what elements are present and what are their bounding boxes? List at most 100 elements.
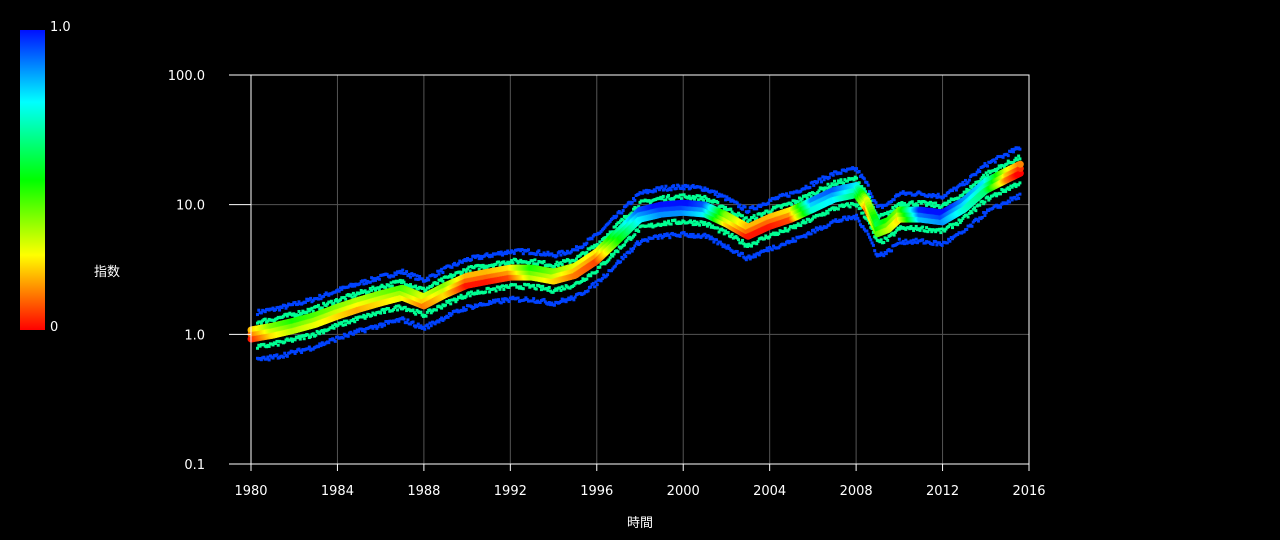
band-point-lower-inner: [283, 340, 287, 344]
band-point-upper-inner: [704, 196, 708, 200]
band-point-lower-outer: [868, 235, 872, 239]
band-point-lower-outer: [437, 320, 441, 324]
band-point-upper-inner: [582, 251, 586, 255]
band-point-lower-inner: [800, 221, 804, 225]
band-point-lower-outer: [593, 285, 597, 289]
band-point-lower-outer: [550, 301, 554, 305]
band-point-lower-outer: [983, 214, 987, 218]
band-point-upper-outer: [363, 278, 367, 282]
band-point-upper-inner: [490, 263, 494, 267]
band-point-lower-outer: [523, 298, 527, 302]
band-point-upper-outer: [283, 303, 287, 307]
band-point-upper-inner: [910, 200, 914, 204]
band-point-upper-inner: [961, 193, 965, 197]
band-point-upper-inner: [504, 262, 508, 266]
band-point-upper-inner: [560, 263, 564, 267]
band-point-upper-inner: [416, 287, 420, 291]
band-point-lower-outer: [488, 299, 492, 303]
band-point-lower-outer: [935, 243, 939, 247]
band-point-lower-outer: [292, 350, 296, 354]
band-point-lower-outer: [307, 345, 311, 349]
band-point-lower-outer: [738, 253, 742, 257]
band-point-upper-inner: [584, 253, 588, 257]
band-point-upper-outer: [961, 180, 965, 184]
band-point-upper-outer: [545, 252, 549, 256]
band-point-lower-inner: [611, 254, 615, 258]
band-point-lower-outer: [878, 253, 882, 257]
band-point-lower-inner: [514, 283, 518, 287]
band-point-lower-inner: [801, 219, 805, 223]
band-point-upper-outer: [590, 237, 594, 241]
band-point-upper-inner: [617, 221, 621, 225]
band-point-upper-outer: [340, 287, 344, 291]
band-point-upper-outer: [399, 271, 403, 275]
band-point-upper-outer: [276, 305, 280, 309]
band-point-lower-inner: [947, 225, 951, 229]
band-point-lower-outer: [1005, 201, 1009, 205]
band-point-lower-outer: [423, 327, 427, 331]
band-point-lower-outer: [834, 218, 838, 222]
band-point-upper-inner: [311, 309, 315, 313]
band-point-upper-inner: [453, 273, 457, 277]
band-point-lower-inner: [821, 211, 825, 215]
band-point-lower-inner: [290, 339, 294, 343]
band-point-lower-inner: [665, 221, 669, 225]
band-point-lower-inner: [918, 228, 922, 232]
band-point-upper-inner: [700, 195, 704, 199]
band-point-lower-inner: [616, 250, 620, 254]
band-point-lower-outer: [427, 326, 431, 330]
band-point-upper-outer: [584, 243, 588, 247]
band-point-lower-inner: [440, 306, 444, 310]
band-point-upper-inner: [585, 250, 589, 254]
band-point-upper-outer: [934, 194, 938, 198]
band-point-upper-inner: [482, 266, 486, 270]
band-point-upper-inner: [371, 285, 375, 289]
band-point-upper-inner: [367, 290, 371, 294]
band-point-upper-outer: [440, 267, 444, 271]
band-point-lower-outer: [638, 242, 642, 246]
band-point-lower-inner: [663, 220, 667, 224]
band-point-upper-outer: [986, 164, 990, 168]
band-point-upper-inner: [760, 214, 764, 218]
band-point-lower-inner: [882, 241, 886, 245]
band-point-upper-inner: [324, 304, 328, 308]
band-point-lower-outer: [858, 223, 862, 227]
band-point-upper-outer: [410, 272, 414, 276]
band-point-upper-outer: [358, 282, 362, 286]
band-point-upper-outer: [935, 195, 939, 199]
band-point-lower-inner: [944, 227, 948, 231]
band-point-upper-inner: [281, 314, 285, 318]
band-point-lower-outer: [812, 228, 816, 232]
band-point-lower-inner: [973, 206, 977, 210]
band-point-lower-inner: [833, 208, 836, 212]
band-point-upper-outer: [682, 187, 686, 191]
band-point-upper-outer: [485, 252, 489, 256]
band-point-upper-outer: [607, 221, 611, 225]
band-point-upper-outer: [297, 300, 301, 304]
band-point-lower-outer: [970, 224, 974, 228]
band-point-lower-outer: [549, 303, 553, 307]
band-point-lower-outer: [871, 243, 875, 247]
band-point-upper-inner: [984, 171, 988, 175]
band-point-upper-inner: [648, 201, 652, 205]
band-point-upper-inner: [594, 244, 598, 248]
band-point-upper-inner: [986, 173, 990, 177]
band-point-upper-inner: [467, 265, 471, 269]
band-point-lower-outer: [275, 353, 279, 357]
band-point-upper-outer: [415, 274, 419, 278]
band-point-upper-outer: [725, 195, 729, 199]
band-point-lower-inner: [899, 225, 903, 229]
band-point-upper-inner: [900, 201, 904, 205]
x-tick-label: 1992: [494, 484, 527, 499]
band-point-lower-inner: [703, 221, 707, 225]
band-point-lower-outer: [909, 239, 913, 243]
band-point-upper-inner: [792, 199, 796, 203]
band-point-lower-outer: [499, 301, 503, 305]
band-point-lower-inner: [498, 287, 502, 291]
band-point-lower-outer: [370, 324, 374, 328]
band-point-lower-inner: [455, 298, 459, 302]
band-point-upper-outer: [511, 250, 515, 254]
band-point-upper-inner: [476, 263, 480, 267]
band-point-upper-outer: [1009, 150, 1013, 154]
band-point-lower-outer: [386, 321, 390, 325]
